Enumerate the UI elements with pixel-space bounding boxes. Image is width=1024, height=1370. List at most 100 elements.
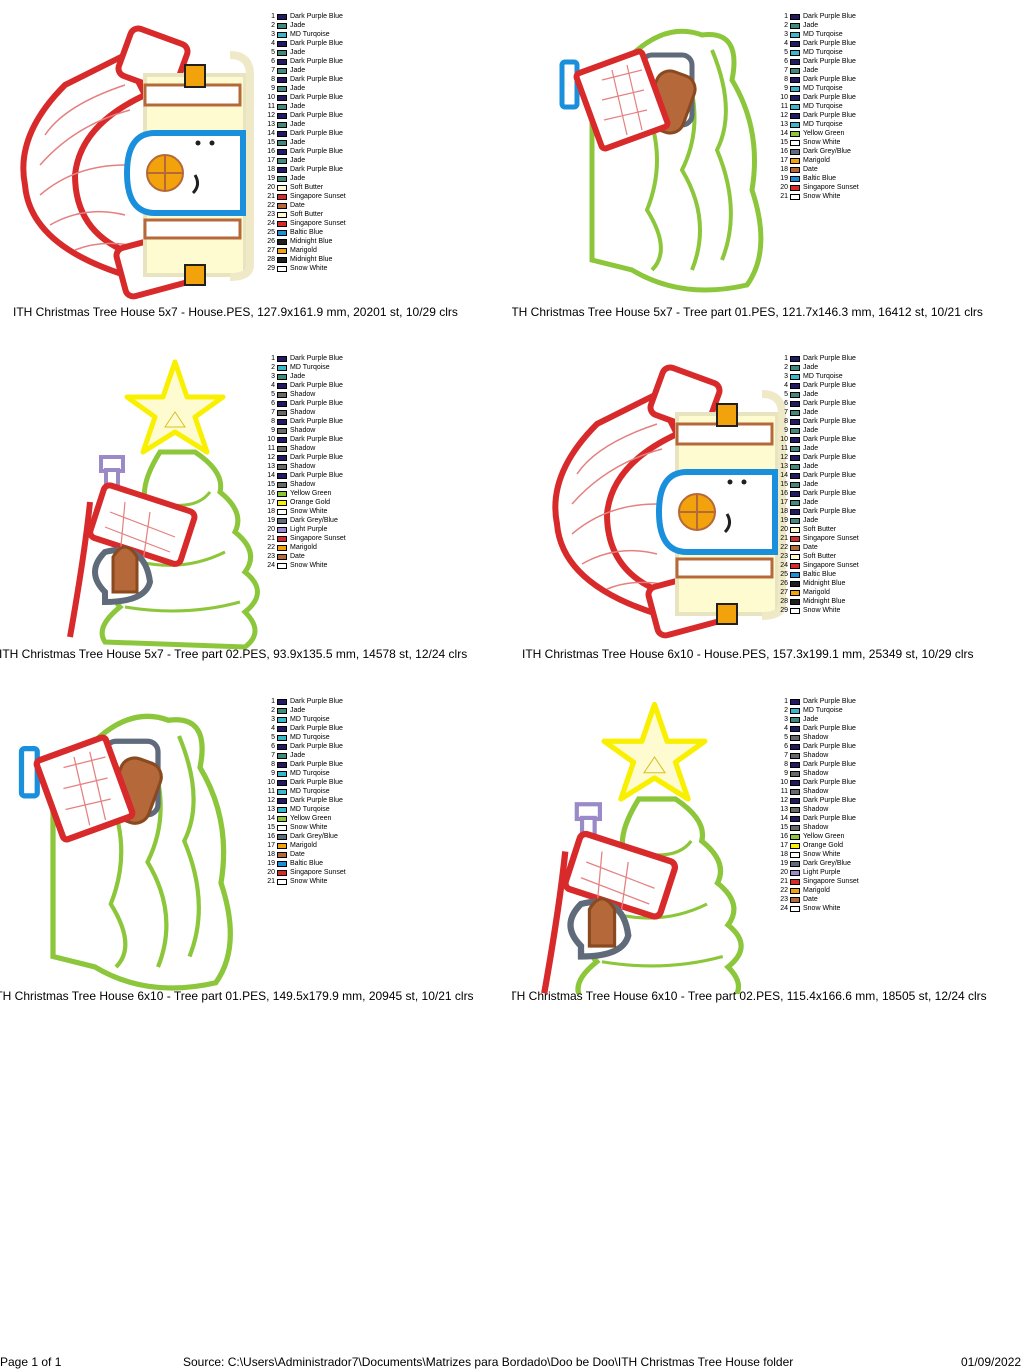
thread-color-item: 24 Singapore Sunset [265,219,345,228]
color-swatch [277,130,287,137]
thread-color-item: 13 Shadow [778,805,859,814]
thread-number: 9 [784,770,788,777]
color-swatch [790,184,800,191]
color-swatch [277,472,287,479]
thread-color-item: 22 Marigold [778,886,859,895]
thread-color-item: 12 Dark Purple Blue [265,111,346,120]
thread-name: Baltic Blue [290,860,324,867]
thread-color-item: 7 Jade [778,408,859,417]
color-swatch [790,58,800,65]
thread-number: 10 [267,436,275,443]
color-swatch [790,806,800,813]
color-swatch [790,112,800,119]
thread-name: Jade [290,752,306,759]
color-swatch [790,571,800,578]
thread-name: Singapore Sunset [803,535,859,542]
thread-name: Snow White [803,607,841,614]
design-preview-image [20,25,254,300]
thread-number: 21 [267,535,275,542]
color-swatch [277,256,287,263]
thread-color-item: 2 MD Turqoise [778,706,859,715]
thread-name: Jade [803,409,819,416]
color-swatch [790,175,800,182]
thread-number: 10 [780,436,788,443]
thread-name: Snow White [290,824,328,831]
thread-number: 2 [784,707,788,714]
thread-number: 7 [271,409,275,416]
thread-name: Yellow Green [290,815,332,822]
color-swatch [790,499,800,506]
thread-color-item: 8 Dark Purple Blue [265,417,346,426]
color-swatch [277,49,287,56]
thread-color-item: 12 Dark Purple Blue [778,453,859,462]
thread-color-item: 15 Snow White [265,823,346,832]
thread-name: Shadow [290,427,316,434]
color-swatch [277,788,287,795]
thread-number: 16 [267,148,275,155]
thread-color-item: 19 Dark Grey/Blue [265,516,346,525]
thread-color-item: 4 Dark Purple Blue [265,724,346,733]
color-swatch [277,364,287,371]
color-swatch [277,148,287,155]
color-swatch [790,770,800,777]
color-swatch [277,436,287,443]
thread-name: Soft Butter [803,553,837,560]
thread-name: Dark Purple Blue [803,490,856,497]
thread-color-item: 16 Dark Purple Blue [778,489,859,498]
color-swatch [277,31,287,38]
thread-color-item: 2 Jade [778,21,859,30]
thread-color-item: 4 Dark Purple Blue [265,381,346,390]
thread-name: Singapore Sunset [803,878,859,885]
thread-number: 26 [780,580,788,587]
thread-name: Jade [290,157,306,164]
thread-number: 22 [780,887,788,894]
thread-name: Dark Purple Blue [290,148,343,155]
thread-color-item: 12 Dark Purple Blue [265,453,346,462]
thread-number: 20 [267,526,275,533]
color-swatch [790,517,800,524]
thread-color-item: 3 MD Turqoise [778,372,859,381]
thread-name: Shadow [803,752,829,759]
thread-color-item: 23 Date [778,895,859,904]
thread-color-item: 17 Marigold [265,841,346,850]
thread-name: Shadow [803,806,829,813]
thread-name: Midnight Blue [290,238,333,245]
thread-number: 26 [267,238,275,245]
thread-name: MD Turqoise [803,85,843,92]
thread-number: 12 [780,454,788,461]
thread-name: Marigold [290,842,317,849]
thread-color-item: 28 Midnight Blue [265,255,346,264]
thread-name: Midnight Blue [803,580,846,587]
thread-number: 17 [267,499,275,506]
color-swatch [790,472,800,479]
color-swatch [277,400,287,407]
color-swatch [790,725,800,732]
thread-number: 7 [784,752,788,759]
design-caption: ITH Christmas Tree House 5x7 - Tree part… [512,305,983,319]
thread-name: Snow White [803,139,841,146]
color-swatch [277,103,287,110]
color-swatch [790,454,800,461]
thread-color-item: 9 MD Turqoise [778,84,859,93]
color-swatch [277,373,287,380]
thread-name: Dark Purple Blue [803,382,856,389]
color-swatch [277,815,287,822]
thread-color-item: 6 Dark Purple Blue [265,57,346,66]
thread-name: Dark Grey/Blue [803,148,851,155]
thread-number: 4 [784,382,788,389]
thread-number: 3 [784,373,788,380]
color-swatch [277,454,287,461]
thread-number: 21 [780,193,788,200]
thread-name: MD Turqoise [290,806,330,813]
thread-color-item: 5 Shadow [265,390,346,399]
thread-name: Baltic Blue [290,229,324,236]
thread-color-item: 28 Midnight Blue [778,597,859,606]
color-swatch [790,139,800,146]
color-swatch [277,382,287,389]
color-swatch [790,418,800,425]
thread-number: 15 [267,139,275,146]
thread-number: 1 [271,355,275,362]
thread-name: Singapore Sunset [803,184,859,191]
thread-color-item: 17 Jade [265,156,346,165]
thread-name: Dark Purple Blue [290,130,343,137]
